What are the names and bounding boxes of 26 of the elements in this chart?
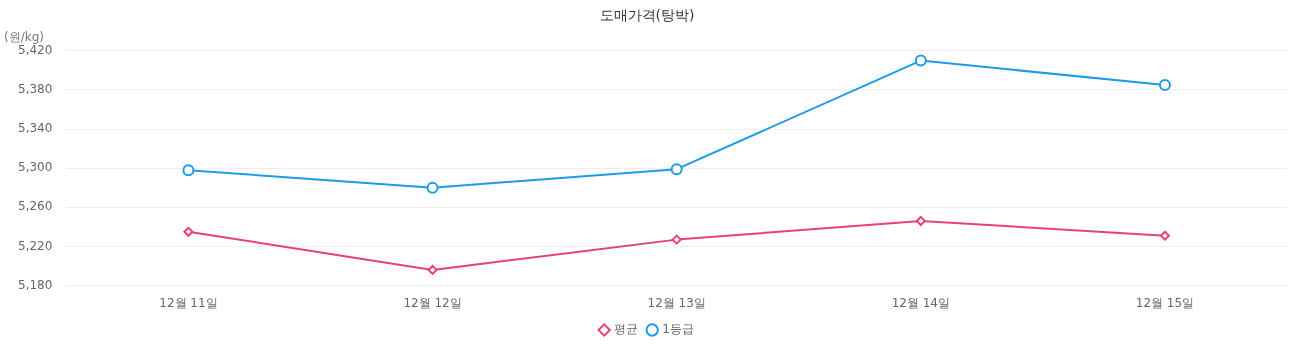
y-tick-label: 5,180 — [17, 277, 53, 292]
legend-label: 평균 — [614, 322, 639, 337]
chart-title: 도매가격(탕박) — [599, 7, 695, 24]
point — [671, 234, 682, 245]
point — [427, 264, 438, 275]
x-tick-label: 12월 11일 — [159, 295, 218, 310]
point — [182, 164, 195, 177]
y-tick-label: 5,220 — [17, 238, 53, 253]
point — [670, 163, 683, 176]
x-tick-label: 12월 13일 — [647, 295, 706, 310]
y-tick-label: 5,380 — [17, 82, 53, 97]
point — [1159, 230, 1170, 241]
y-tick-label: 5,260 — [17, 199, 53, 214]
point — [183, 226, 194, 237]
x-tick-label: 12월 15일 — [1135, 295, 1195, 310]
x-tick-label: 12월 14일 — [891, 295, 950, 310]
point — [914, 54, 927, 67]
x-tick-label: 12월 12일 — [403, 295, 462, 310]
y-tick-label: 5,420 — [17, 42, 53, 57]
y-tick-label: 5,340 — [17, 121, 53, 136]
y-axis-title: (원/kg) — [4, 30, 44, 45]
legend-label: 1등급 — [662, 322, 694, 337]
point — [915, 216, 926, 227]
point — [426, 181, 439, 194]
point — [1158, 79, 1171, 92]
y-tick-label: 5,300 — [17, 160, 53, 175]
